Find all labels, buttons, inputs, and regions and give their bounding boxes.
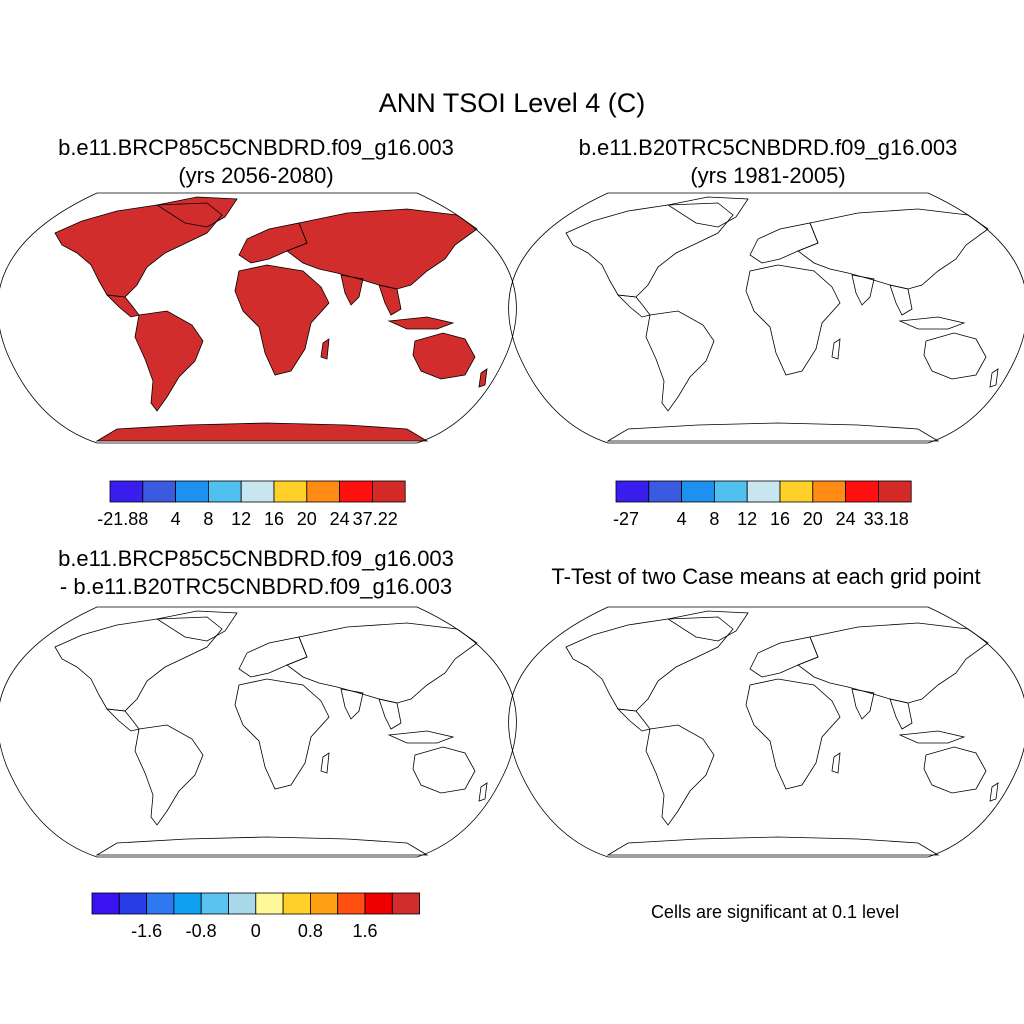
colorbar-label: 1.6 bbox=[352, 921, 377, 941]
colorbar-label: -27 bbox=[613, 509, 639, 529]
panel2-colorbar: -27 4 8 12 16 20 24 33.18 bbox=[613, 480, 912, 529]
colorbar-box bbox=[812, 480, 846, 503]
colorbar-box bbox=[255, 892, 284, 915]
panel4-title: T-Test of two Case means at each grid po… bbox=[508, 563, 1024, 591]
panel1-title: b.e11.BRCP85C5CNBDRD.f09_g16.003 (yrs 20… bbox=[6, 134, 506, 190]
colorbar-label: 4 bbox=[677, 509, 687, 529]
panel1-colorbar: -21.88 4 8 12 16 20 24 37.22 bbox=[97, 480, 406, 529]
panel3-title: b.e11.BRCP85C5CNBDRD.f09_g16.003 - b.e11… bbox=[6, 545, 506, 601]
panel3-map bbox=[0, 606, 517, 858]
colorbar-box bbox=[118, 892, 148, 915]
colorbar-box bbox=[878, 480, 912, 503]
colorbar-box bbox=[681, 480, 715, 503]
colorbar-label: 12 bbox=[737, 509, 757, 529]
colorbar-label: 16 bbox=[264, 509, 284, 529]
panel2-map bbox=[508, 192, 1024, 444]
panel3-title-line2: - b.e11.B20TRC5CNBDRD.f09_g16.003 bbox=[59, 574, 453, 599]
colorbar-label: 12 bbox=[231, 509, 251, 529]
colorbar-box bbox=[207, 480, 242, 503]
colorbar-box bbox=[309, 892, 339, 915]
panel3-colorbar: -1.6 -0.8 0 0.8 1.6 bbox=[91, 892, 420, 941]
colorbar-box bbox=[339, 480, 373, 503]
colorbar-label: 24 bbox=[330, 509, 350, 529]
colorbar-box bbox=[845, 480, 879, 503]
panel1-title-line1: b.e11.BRCP85C5CNBDRD.f09_g16.003 bbox=[58, 135, 454, 160]
colorbar-label: -0.8 bbox=[186, 921, 217, 941]
colorbar-box bbox=[240, 480, 275, 503]
colorbar-box bbox=[91, 892, 120, 915]
colorbar-label: 4 bbox=[171, 509, 181, 529]
panel1-map bbox=[0, 192, 517, 444]
colorbar-label: 20 bbox=[297, 509, 317, 529]
colorbar-box bbox=[364, 892, 393, 915]
panel4-map bbox=[508, 606, 1024, 858]
significance-note: Cells are significant at 0.1 level bbox=[650, 902, 900, 922]
colorbar-label: 24 bbox=[836, 509, 856, 529]
colorbar-box bbox=[746, 480, 781, 503]
colorbar-label: 20 bbox=[803, 509, 823, 529]
colorbar-box bbox=[146, 892, 175, 915]
colorbar-box bbox=[371, 480, 406, 503]
panel2-title-line2: (yrs 1981-2005) bbox=[690, 163, 846, 188]
colorbar-box bbox=[648, 480, 682, 503]
colorbar-box bbox=[173, 892, 202, 915]
colorbar-label: 16 bbox=[770, 509, 790, 529]
colorbar-box bbox=[615, 480, 650, 503]
panel1-title-line2: (yrs 2056-2080) bbox=[178, 163, 334, 188]
colorbar-box bbox=[175, 480, 209, 503]
colorbar-label: 8 bbox=[203, 509, 213, 529]
colorbar-box bbox=[337, 892, 366, 915]
colorbar-label: 0 bbox=[251, 921, 261, 941]
colorbar-box bbox=[391, 892, 420, 915]
colorbar-box bbox=[779, 480, 814, 503]
colorbar-box bbox=[714, 480, 748, 503]
panel2-title: b.e11.B20TRC5CNBDRD.f09_g16.003 (yrs 198… bbox=[518, 134, 1018, 190]
main-title: ANN TSOI Level 4 (C) bbox=[378, 88, 646, 118]
colorbar-label: 37.22 bbox=[353, 509, 398, 529]
panel4-title-line1: T-Test of two Case means at each grid po… bbox=[551, 564, 981, 589]
colorbar-box bbox=[200, 892, 229, 915]
panel3-title-line1: b.e11.BRCP85C5CNBDRD.f09_g16.003 bbox=[58, 546, 454, 571]
colorbar-label: -1.6 bbox=[131, 921, 162, 941]
colorbar-label: 33.18 bbox=[864, 509, 909, 529]
colorbar-box bbox=[273, 480, 308, 503]
colorbar-box bbox=[306, 480, 340, 503]
colorbar-box bbox=[282, 892, 311, 915]
colorbar-box bbox=[228, 892, 257, 915]
colorbar-label: -21.88 bbox=[97, 509, 148, 529]
colorbar-label: 8 bbox=[709, 509, 719, 529]
colorbar-label: 0.8 bbox=[298, 921, 323, 941]
colorbar-box bbox=[142, 480, 177, 503]
panel2-title-line1: b.e11.B20TRC5CNBDRD.f09_g16.003 bbox=[578, 135, 958, 160]
colorbar-box bbox=[109, 480, 144, 503]
